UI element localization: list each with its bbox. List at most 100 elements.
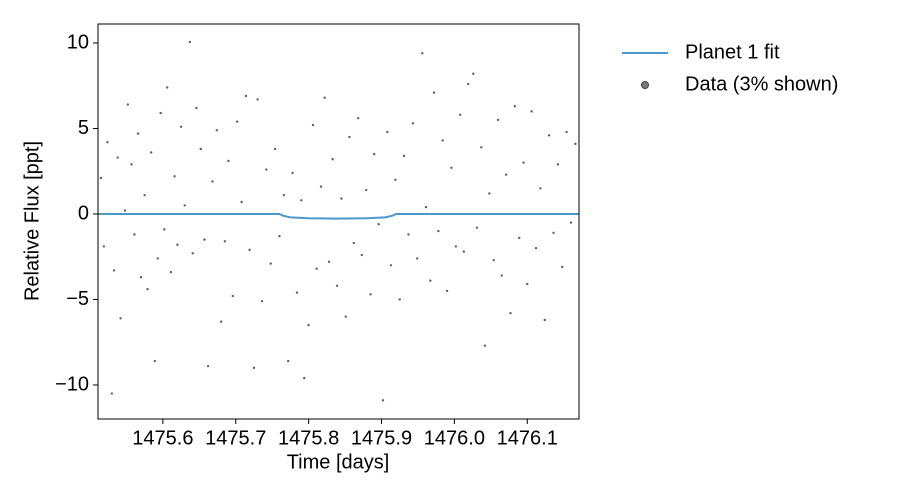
data-point [273, 147, 277, 151]
data-point [287, 359, 290, 363]
plot-area [98, 40, 579, 402]
data-point [112, 269, 116, 272]
data-point [252, 366, 256, 370]
data-point [344, 315, 347, 318]
data-point [364, 188, 368, 192]
data-point [394, 178, 397, 181]
data-point [123, 209, 127, 212]
data-point [183, 204, 186, 207]
data-point [291, 171, 294, 175]
data-point [352, 241, 356, 245]
data-point [240, 200, 243, 204]
data-point [130, 163, 133, 166]
y-axis-label: Relative Flux [ppt] [21, 141, 43, 301]
data-point [248, 248, 251, 252]
data-point [199, 147, 202, 151]
data-point [215, 128, 218, 132]
data-point [565, 130, 568, 134]
data-point [411, 122, 415, 125]
data-point [377, 223, 380, 226]
data-point [522, 161, 525, 164]
data-point [381, 399, 385, 402]
data-point [504, 173, 508, 176]
data-point [323, 96, 326, 99]
data-point [543, 318, 546, 322]
data-point [467, 82, 470, 86]
data-point [437, 229, 440, 233]
y-tick-label: −5 [66, 288, 89, 310]
data-point [191, 252, 194, 255]
data-point [327, 260, 331, 264]
data-point [256, 98, 259, 101]
data-point [432, 91, 436, 94]
data-point [561, 265, 564, 269]
data-point [386, 130, 389, 134]
data-point [303, 376, 306, 380]
data-point [539, 187, 542, 190]
data-point [260, 299, 264, 303]
data-point [348, 135, 351, 139]
data-point [126, 103, 130, 106]
data-point [500, 274, 503, 277]
x-tick-label: 1475.6 [132, 427, 193, 449]
data-point [319, 185, 323, 188]
data-point [356, 117, 360, 120]
data-point [311, 123, 315, 127]
plot-frame [97, 23, 580, 420]
data-point [360, 253, 364, 257]
data-point [269, 262, 272, 265]
data-point [421, 52, 424, 55]
x-tick-label: 1476.1 [497, 427, 558, 449]
data-point [211, 180, 214, 183]
data-point [513, 105, 517, 108]
data-point [556, 163, 560, 166]
data-point [278, 235, 281, 238]
data-point [176, 243, 179, 246]
data-point [547, 134, 551, 137]
y-tick-label: 10 [67, 31, 89, 53]
data-point [429, 279, 432, 282]
data-point [480, 146, 483, 149]
data-point [173, 175, 176, 178]
data-point [231, 294, 235, 298]
data-point [307, 323, 310, 327]
data-point [335, 284, 339, 287]
data-point [574, 142, 577, 146]
data-point [116, 156, 119, 159]
data-point [153, 359, 157, 363]
data-point [227, 159, 230, 163]
data-point [300, 199, 303, 202]
data-point [450, 166, 453, 170]
x-tick-label: 1475.8 [278, 427, 339, 449]
data-point [206, 364, 210, 368]
data-point [472, 72, 475, 75]
data-point [526, 282, 529, 286]
x-tick-label: 1476.0 [424, 427, 485, 449]
data-point [454, 245, 458, 248]
data-point [496, 118, 500, 122]
data-point [146, 288, 149, 291]
data-point [119, 317, 122, 320]
data-point [569, 221, 573, 224]
data-point [136, 132, 140, 135]
data-point [110, 392, 114, 395]
x-tick-label: 1475.7 [205, 427, 266, 449]
legend-label: Data (3% shown) [685, 73, 838, 95]
data-point [235, 120, 239, 123]
data-point [398, 298, 401, 301]
data-point [150, 151, 153, 154]
data-point [534, 246, 538, 250]
fit-line [98, 212, 579, 220]
data-point [402, 154, 406, 158]
data-point [106, 140, 109, 144]
data-point [179, 125, 183, 128]
data-point [315, 267, 318, 270]
data-point [139, 276, 143, 279]
data-point [416, 257, 419, 260]
data-point [492, 258, 495, 262]
y-tick-label: 5 [78, 117, 89, 139]
data-point [483, 344, 487, 347]
data-point [530, 110, 533, 113]
data-point [244, 94, 248, 98]
x-axis-label: Time [days] [287, 451, 390, 473]
